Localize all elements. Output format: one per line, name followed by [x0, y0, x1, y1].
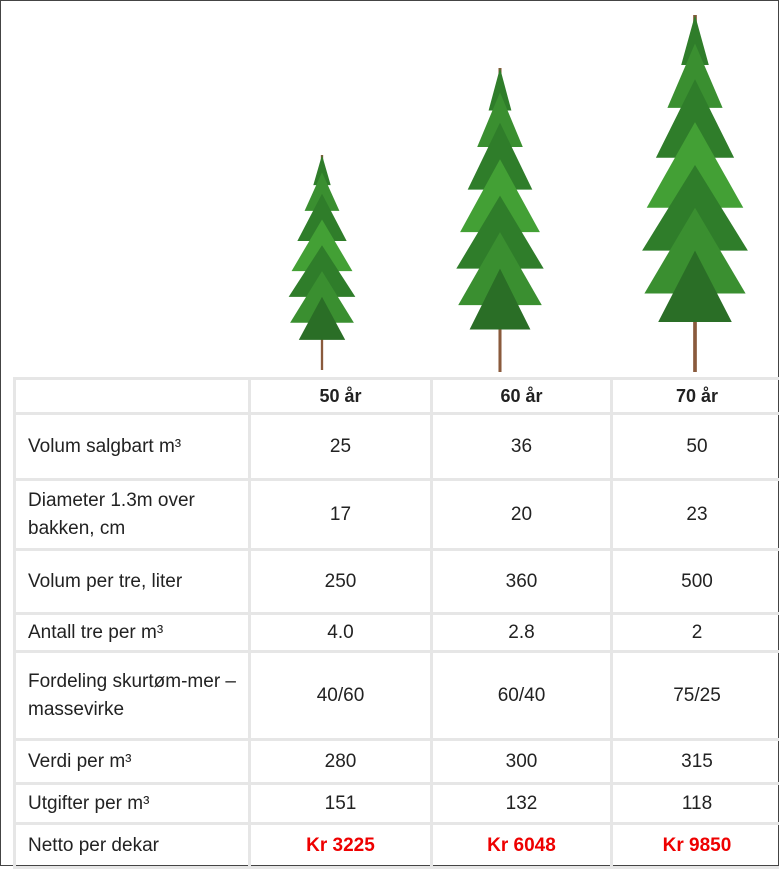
cell: 60/40 — [432, 652, 612, 740]
row-label: Verdi per m³ — [15, 740, 250, 784]
cell: 315 — [612, 740, 779, 784]
cell: Kr 3225 — [250, 824, 432, 868]
row-label: Fordeling skurtøm-mer – massevirke — [15, 652, 250, 740]
cell: 23 — [612, 480, 779, 550]
cell: 2 — [612, 614, 779, 652]
header-cell — [15, 379, 250, 414]
row-label: Volum salgbart m³ — [15, 414, 250, 480]
page: 50 år60 år70 årVolum salgbart m³253650Di… — [0, 0, 779, 866]
cell: 20 — [432, 480, 612, 550]
cell: 2.8 — [432, 614, 612, 652]
header-cell: 50 år — [250, 379, 432, 414]
header-cell: 70 år — [612, 379, 779, 414]
cell: 300 — [432, 740, 612, 784]
cell: 151 — [250, 784, 432, 824]
row-label: Utgifter per m³ — [15, 784, 250, 824]
cell: 75/25 — [612, 652, 779, 740]
tree-50 — [289, 155, 356, 370]
cell: Kr 9850 — [612, 824, 779, 868]
cell: 360 — [432, 550, 612, 614]
row-label: Volum per tre, liter — [15, 550, 250, 614]
cell: 36 — [432, 414, 612, 480]
cell: 40/60 — [250, 652, 432, 740]
cell: 500 — [612, 550, 779, 614]
cell: 280 — [250, 740, 432, 784]
cell: 4.0 — [250, 614, 432, 652]
row-label: Diameter 1.3m over bakken, cm — [15, 480, 250, 550]
header-cell: 60 år — [432, 379, 612, 414]
tree-60 — [456, 68, 543, 372]
trees — [0, 0, 779, 378]
cell: 17 — [250, 480, 432, 550]
cell: Kr 6048 — [432, 824, 612, 868]
cell: 50 — [612, 414, 779, 480]
cell: 132 — [432, 784, 612, 824]
row-label: Netto per dekar — [15, 824, 250, 868]
cell: 250 — [250, 550, 432, 614]
cell: 118 — [612, 784, 779, 824]
row-label: Antall tre per m³ — [15, 614, 250, 652]
tree-70 — [642, 15, 748, 372]
cell: 25 — [250, 414, 432, 480]
